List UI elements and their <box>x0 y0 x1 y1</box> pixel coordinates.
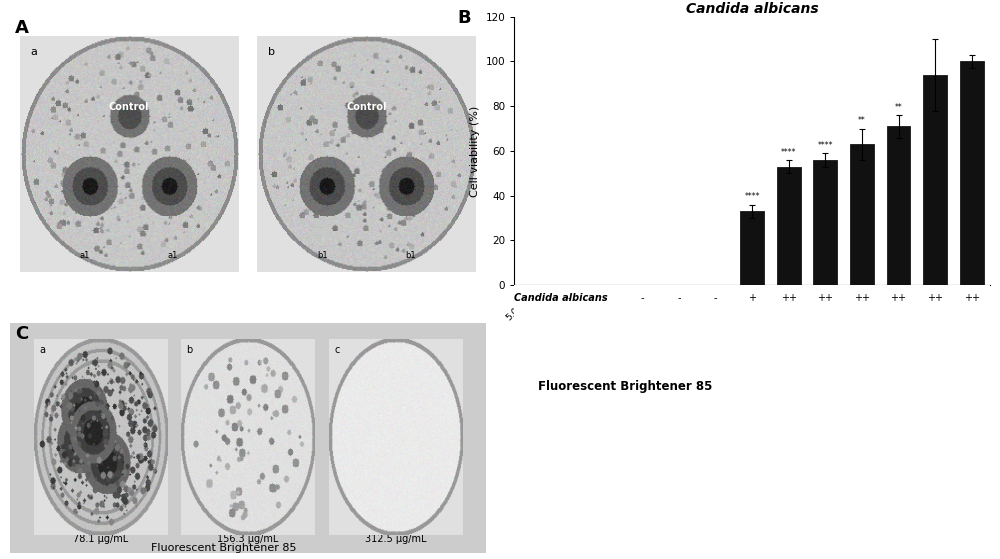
Text: 78.1 μg/mL: 78.1 μg/mL <box>73 534 128 544</box>
Text: +: + <box>748 293 756 303</box>
Bar <box>960 61 984 285</box>
Text: **: ** <box>895 103 902 112</box>
Bar <box>923 75 947 285</box>
Text: ++: ++ <box>854 293 870 303</box>
Text: Fluorescent Brightener 85: Fluorescent Brightener 85 <box>151 543 297 553</box>
Text: ++: ++ <box>781 293 797 303</box>
Bar <box>777 167 801 285</box>
Text: -: - <box>567 293 571 303</box>
Text: **: ** <box>858 116 866 125</box>
X-axis label: FB 85(mg/ml): FB 85(mg/ml) <box>714 324 790 334</box>
Title: Candida albicans: Candida albicans <box>686 2 818 16</box>
Text: 312.5 μg/mL: 312.5 μg/mL <box>365 534 426 544</box>
Bar <box>813 160 837 285</box>
Text: -: - <box>641 293 644 303</box>
Text: A: A <box>15 20 29 37</box>
Y-axis label: Cell viability (%): Cell viability (%) <box>470 105 480 197</box>
Bar <box>740 211 764 285</box>
Text: 156.3 μg/mL: 156.3 μg/mL <box>217 534 279 544</box>
Text: ****: **** <box>744 192 760 201</box>
Bar <box>850 144 874 285</box>
Text: Candida albicans: Candida albicans <box>514 293 608 303</box>
Text: ++: ++ <box>817 293 833 303</box>
Text: -: - <box>604 293 608 303</box>
Text: ++: ++ <box>927 293 943 303</box>
Text: ****: **** <box>781 148 796 157</box>
Text: C: C <box>15 325 28 343</box>
Text: ++: ++ <box>891 293 907 303</box>
Text: ++: ++ <box>964 293 980 303</box>
Text: -: - <box>677 293 681 303</box>
Bar <box>887 126 910 285</box>
Text: ****: **** <box>818 141 833 150</box>
Text: B: B <box>457 9 471 27</box>
Text: Fluorescent Brightener 85: Fluorescent Brightener 85 <box>538 380 712 394</box>
Text: -: - <box>531 293 534 303</box>
Text: -: - <box>714 293 717 303</box>
